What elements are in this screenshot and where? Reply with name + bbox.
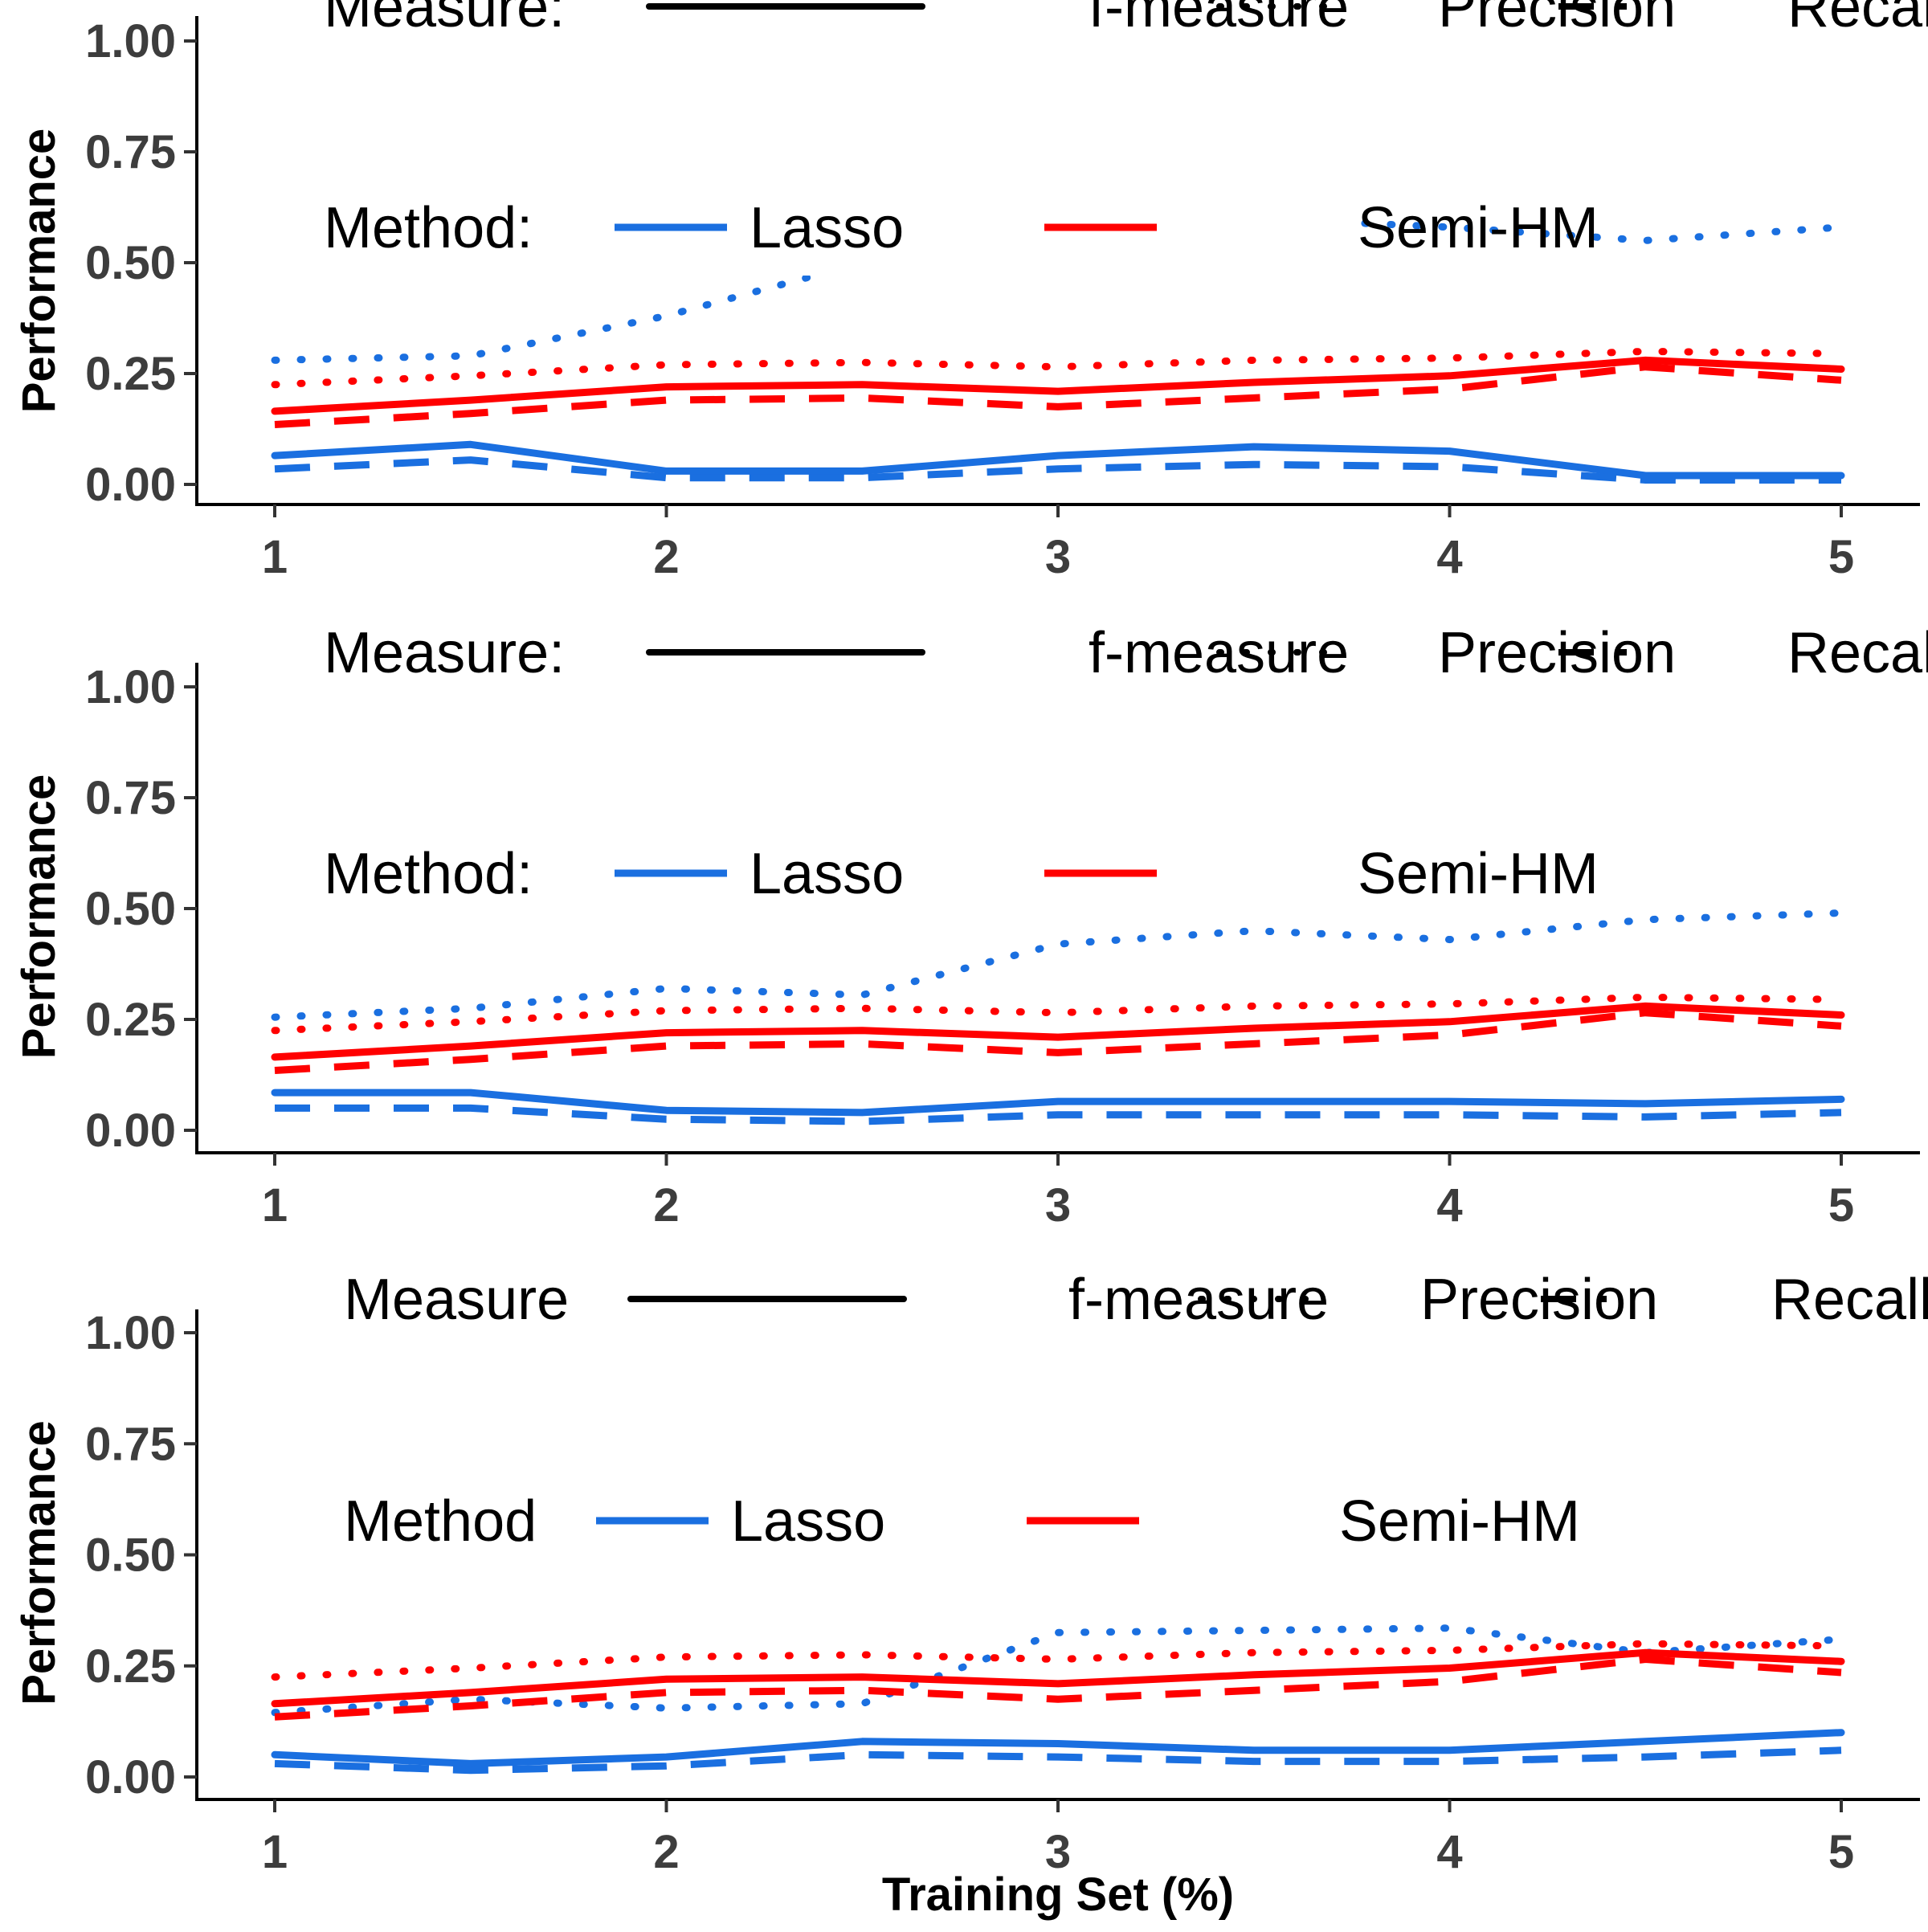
y-axis-title: Performance <box>13 129 65 414</box>
legend-label-semi-hm: Semi-HM <box>1339 1489 1580 1554</box>
x-tick-label: 4 <box>1436 1179 1462 1231</box>
method-legend-title: Method: <box>324 196 533 260</box>
x-tick-label: 5 <box>1828 1826 1854 1878</box>
legend-label-lasso: Lasso <box>750 842 904 906</box>
x-tick-label: 3 <box>1045 531 1071 583</box>
y-tick-label: 0.50 <box>85 883 176 935</box>
series-line-semi-hm-f-measure <box>271 356 1845 415</box>
chart-panel-3: 0.00 0.25 0.50 0.75 1.00 1 2 3 4 5 Performance Trai… <box>13 1251 1928 1921</box>
y-tick-label: 1.00 <box>85 661 176 713</box>
method-legend-title: Method: <box>324 842 533 906</box>
series-line-semi-hm-recall <box>274 1656 1842 1721</box>
legend-label-lasso: Lasso <box>731 1489 885 1554</box>
legend-label-precision: Precision <box>1420 1268 1658 1332</box>
series-line-lasso-precision <box>271 909 1845 1021</box>
series-line-semi-hm-precision <box>271 1640 1845 1681</box>
legend-label-recall: Recall <box>1787 0 1928 39</box>
y-tick-label: 0.25 <box>85 348 176 400</box>
y-tick-label: 0.75 <box>85 1418 176 1470</box>
series-line-semi-hm-f-measure <box>271 1002 1845 1061</box>
y-tick-label: 1.00 <box>85 1307 176 1359</box>
x-tick-label: 2 <box>653 1826 679 1878</box>
y-tick-label: 0.00 <box>85 1751 176 1803</box>
y-tick-label: 0.00 <box>85 1105 176 1157</box>
method-legend-background <box>305 179 1350 276</box>
series-line-semi-hm-recall <box>274 1009 1842 1074</box>
x-tick-label: 2 <box>653 531 679 583</box>
series-line-semi-hm-recall <box>274 363 1842 428</box>
method-legend-background <box>305 825 1350 921</box>
legend-label-precision: Precision <box>1438 621 1676 685</box>
y-axis-title: Performance <box>13 1420 65 1705</box>
y-tick-label: 0.25 <box>85 994 176 1046</box>
x-tick-label: 3 <box>1045 1179 1071 1231</box>
measure-legend-title: Measure <box>344 1268 569 1332</box>
series-line-lasso-recall <box>274 456 1841 484</box>
legend-label-semi-hm: Semi-HM <box>1358 842 1599 906</box>
x-tick-label: 2 <box>653 1179 679 1231</box>
x-tick-label: 4 <box>1436 531 1462 583</box>
series-line-semi-hm-precision <box>271 347 1845 389</box>
measure-legend-title: Measure: <box>324 621 565 685</box>
chart-panel-2: 0.00 0.25 0.50 0.75 1.00 1 2 3 4 5 Performance Meas… <box>13 604 1928 1231</box>
x-tick-label: 5 <box>1828 1179 1854 1231</box>
legend-label-recall: Recall <box>1787 621 1928 685</box>
method-legend-background <box>305 1472 1350 1569</box>
y-tick-label: 0.75 <box>85 772 176 824</box>
series-line-semi-hm-f-measure <box>271 1648 1845 1708</box>
y-tick-label: 0.50 <box>85 237 176 289</box>
y-tick-label: 0.50 <box>85 1530 176 1582</box>
x-axis-title: Training Set (%) <box>882 1869 1234 1921</box>
x-tick-label: 1 <box>262 1179 288 1231</box>
x-tick-label: 4 <box>1436 1826 1462 1878</box>
x-tick-label: 3 <box>1045 1826 1071 1878</box>
chart-panel-1: 0.00 0.25 0.50 0.75 1.00 1 2 3 4 5 Performance Meas… <box>13 0 1928 583</box>
x-tick-label: 5 <box>1828 531 1854 583</box>
y-axis-title: Performance <box>13 774 65 1060</box>
series-line-lasso-recall <box>274 1746 1842 1775</box>
series-line-lasso-f-measure <box>271 1089 1845 1117</box>
measure-legend-title: Measure: <box>324 0 565 39</box>
legend-label-semi-hm: Semi-HM <box>1358 196 1599 260</box>
series-line-lasso-f-measure <box>271 440 1845 480</box>
legend-label-precision: Precision <box>1438 0 1676 39</box>
x-tick-label: 1 <box>262 531 288 583</box>
y-tick-label: 0.75 <box>85 126 176 178</box>
series-group <box>271 909 1845 1125</box>
y-tick-label: 1.00 <box>85 15 176 67</box>
legend-label-recall: Recall <box>1771 1268 1928 1332</box>
y-tick-label: 0.00 <box>85 459 176 511</box>
y-tick-label: 0.25 <box>85 1640 176 1693</box>
series-line-lasso-f-measure <box>271 1729 1845 1767</box>
x-tick-label: 1 <box>262 1826 288 1878</box>
method-legend-title: Method <box>344 1489 537 1554</box>
legend-label-lasso: Lasso <box>750 196 904 260</box>
series-group <box>271 1624 1845 1775</box>
series-line-lasso-recall <box>275 1104 1842 1125</box>
series-line-semi-hm-precision <box>271 993 1845 1035</box>
